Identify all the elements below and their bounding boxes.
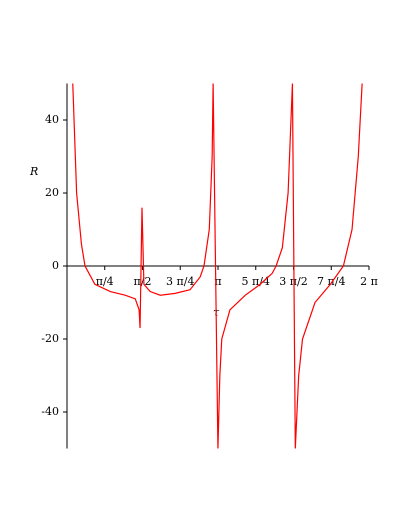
x-tick-label: 3 π/4 — [166, 275, 194, 288]
y-tick-label: 20 — [45, 186, 59, 199]
y-tick-label: 40 — [45, 113, 59, 126]
y-tick-label: -40 — [41, 405, 59, 418]
x-tick-label: 2 π — [360, 275, 378, 288]
curve — [72, 83, 363, 449]
x-tick-label: 7 π/4 — [317, 275, 345, 288]
y-axis-label: R — [29, 165, 38, 178]
x-tick-label: π/4 — [96, 275, 114, 288]
y-tick-label: -20 — [41, 332, 59, 345]
x-tick-label: π — [214, 275, 221, 288]
x-tick-label: π/2 — [134, 275, 152, 288]
y-tick-label: 0 — [52, 259, 59, 272]
x-tick-label: 5 π/4 — [242, 275, 270, 288]
